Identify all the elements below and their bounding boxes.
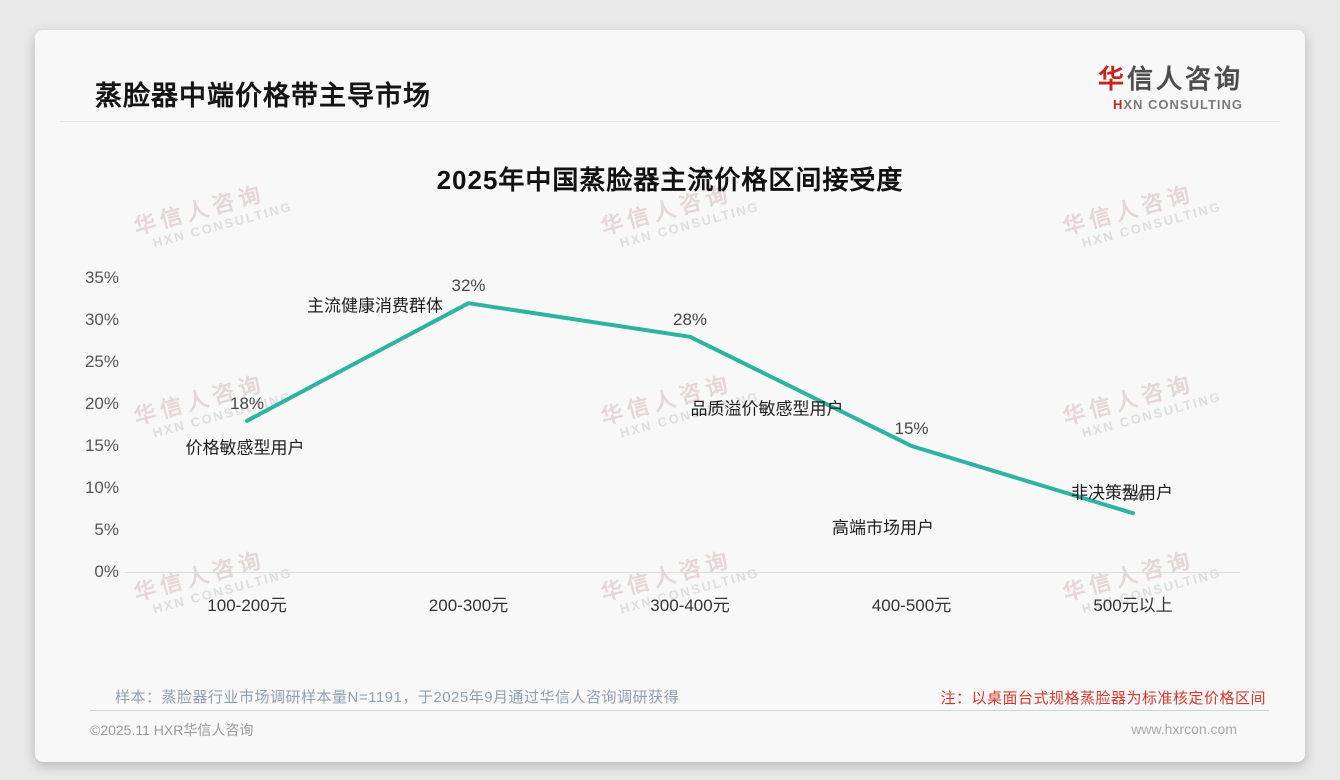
chart-title: 2025年中国蒸脸器主流价格区间接受度 [436, 165, 904, 195]
header-divider [60, 121, 1280, 122]
copyright-text: ©2025.11 HXR华信人咨询 [90, 722, 254, 738]
segment-annotation: 价格敏感型用户 [185, 438, 305, 458]
logo-cn-accent: 华 [1097, 64, 1127, 94]
x-axis-label: 100-200元 [207, 596, 287, 615]
chart-label-layer: 0% 5% 10% 15% 20% 25% 30% 35% 100-200元 200-300元 30… [35, 30, 1305, 762]
y-axis-tick: 25% [84, 352, 119, 371]
y-axis-tick: 5% [94, 520, 119, 539]
x-axis-label: 300-400元 [650, 596, 730, 615]
y-axis-tick: 0% [94, 562, 119, 581]
segment-annotation: 主流健康消费群体 [307, 296, 443, 316]
data-point-label: 32% [451, 276, 486, 296]
y-axis-tick: 20% [84, 394, 119, 413]
acceptance-series-line [245, 301, 1135, 516]
logo-chinese-name: 华信人咨询 [1098, 59, 1243, 96]
segment-annotation: 非决策型用户 [1071, 483, 1173, 503]
website-url: www.hxrcon.com [1131, 721, 1237, 737]
page-title: 蒸脸器中端价格带主导市场 [95, 81, 431, 111]
x-axis-label: 200-300元 [428, 596, 509, 615]
y-axis-tick: 35% [84, 268, 119, 287]
data-point-label: 28% [672, 309, 708, 329]
y-axis-tick: 30% [84, 310, 119, 329]
x-axis-label: 500元以上 [1093, 596, 1173, 615]
data-point-label: 7% [1120, 486, 1146, 506]
y-axis-tick: 15% [84, 436, 119, 455]
x-axis-label: 400-500元 [871, 596, 952, 615]
company-logo: 华信人咨询 HXN CONSULTING [1098, 59, 1243, 112]
y-axis-tick: 10% [84, 478, 119, 497]
footer-divider [90, 710, 1269, 711]
price-definition-note: 注：以桌面台式规格蒸脸器为标准核定价格区间 [940, 690, 1266, 707]
segment-annotation: 品质溢价敏感型用户 [690, 399, 844, 419]
logo-english-name: HXN CONSULTING [1098, 97, 1243, 112]
logo-en-accent: H [1112, 97, 1124, 112]
acceptance-line-chart [245, 301, 1135, 516]
x-axis-baseline [125, 572, 1240, 573]
logo-cn-rest: 信人咨询 [1126, 64, 1243, 94]
report-slide-card: 华信人咨询 HXN CONSULTING 华信人咨询 HXN CONSULTING 华信… [35, 30, 1305, 762]
data-point-label: 18% [229, 393, 265, 413]
segment-annotation: 高端市场用户 [832, 518, 934, 538]
sample-note: 样本：蒸脸器行业市场调研样本量N=1191，于2025年9月通过华信人咨询调研获… [115, 689, 680, 706]
logo-en-rest: XN CONSULTING [1123, 97, 1243, 112]
data-point-label: 15% [894, 419, 929, 438]
